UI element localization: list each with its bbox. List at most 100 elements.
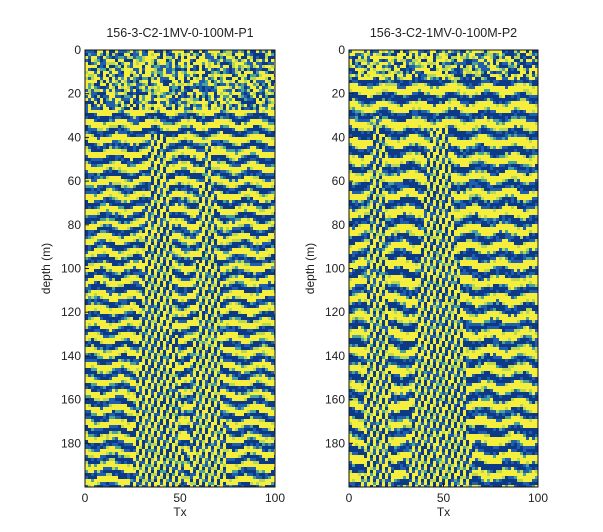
heatmap-cell xyxy=(268,161,271,164)
heatmap-cell xyxy=(208,167,211,170)
heatmap-cell xyxy=(217,221,220,224)
heatmap-cell xyxy=(160,170,163,173)
heatmap-cell xyxy=(214,191,217,194)
heatmap-cell xyxy=(226,188,229,191)
heatmap-cell xyxy=(124,161,127,164)
heatmap-cell xyxy=(220,116,223,119)
heatmap-cell xyxy=(220,110,223,113)
heatmap-cell xyxy=(100,71,103,74)
heatmap-cell xyxy=(178,158,181,161)
heatmap-cell xyxy=(178,119,181,122)
heatmap-cell xyxy=(106,146,109,149)
heatmap-cell xyxy=(184,263,187,266)
heatmap-cell xyxy=(196,218,199,221)
heatmap-cell xyxy=(118,182,121,185)
heatmap-cell xyxy=(127,251,130,254)
heatmap-cell xyxy=(271,137,274,140)
heatmap-cell xyxy=(265,188,268,191)
heatmap-cell xyxy=(130,173,133,176)
heatmap-cell xyxy=(232,146,235,149)
heatmap-cell xyxy=(148,224,151,227)
heatmap-cell xyxy=(106,107,109,110)
heatmap-cell xyxy=(124,68,127,71)
heatmap-cell xyxy=(106,74,109,77)
heatmap-cell xyxy=(223,152,226,155)
heatmap-cell xyxy=(175,239,178,242)
heatmap-cell xyxy=(112,68,115,71)
heatmap-cell xyxy=(103,182,106,185)
heatmap-cell xyxy=(187,182,190,185)
heatmap-cell xyxy=(205,191,208,194)
heatmap-cell xyxy=(268,101,271,104)
heatmap-cell xyxy=(181,230,184,233)
heatmap-cell xyxy=(184,272,187,275)
heatmap-cell xyxy=(181,257,184,260)
heatmap-cell xyxy=(148,215,151,218)
heatmap-cell xyxy=(238,281,241,284)
heatmap-cell xyxy=(214,224,217,227)
heatmap-cell xyxy=(151,122,154,125)
heatmap-cell xyxy=(247,164,250,167)
heatmap-cell xyxy=(109,140,112,143)
heatmap-cell xyxy=(187,107,190,110)
heatmap-cell xyxy=(136,197,139,200)
heatmap-cell xyxy=(250,128,253,131)
heatmap-cell xyxy=(100,80,103,83)
heatmap-cell xyxy=(130,260,133,263)
heatmap-cell xyxy=(157,242,160,245)
heatmap-cell xyxy=(163,194,166,197)
heatmap-cell xyxy=(202,263,205,266)
heatmap-cell xyxy=(163,254,166,257)
heatmap-cell xyxy=(166,242,169,245)
heatmap-cell xyxy=(214,59,217,62)
heatmap-cell xyxy=(250,188,253,191)
heatmap-cell xyxy=(193,278,196,281)
heatmap-cell xyxy=(256,56,259,59)
heatmap-cell xyxy=(184,248,187,251)
heatmap-cell xyxy=(145,281,148,284)
heatmap-cell xyxy=(109,203,112,206)
heatmap-cell xyxy=(241,65,244,68)
heatmap-cell xyxy=(91,185,94,188)
heatmap-cell xyxy=(115,80,118,83)
heatmap-cell xyxy=(112,203,115,206)
heatmap-cell xyxy=(169,272,172,275)
heatmap-cell xyxy=(148,176,151,179)
heatmap-cell xyxy=(163,104,166,107)
heatmap-cell xyxy=(256,158,259,161)
heatmap-cell xyxy=(223,239,226,242)
heatmap-cell xyxy=(154,191,157,194)
heatmap-cell xyxy=(163,62,166,65)
heatmap-cell xyxy=(250,257,253,260)
heatmap-cell xyxy=(100,74,103,77)
heatmap-cell xyxy=(214,95,217,98)
heatmap-cell xyxy=(193,266,196,269)
heatmap-cell xyxy=(178,269,181,272)
heatmap-cell xyxy=(172,221,175,224)
heatmap-cell xyxy=(226,140,229,143)
heatmap-cell xyxy=(124,98,127,101)
heatmap-cell xyxy=(97,140,100,143)
heatmap-cell xyxy=(235,149,238,152)
heatmap-cell xyxy=(202,92,205,95)
heatmap-cell xyxy=(181,269,184,272)
heatmap-cell xyxy=(169,110,172,113)
heatmap-cell xyxy=(238,56,241,59)
heatmap-cell xyxy=(160,188,163,191)
heatmap-cell xyxy=(193,245,196,248)
heatmap-cell xyxy=(256,191,259,194)
heatmap-cell xyxy=(262,233,265,236)
heatmap-cell xyxy=(142,206,145,209)
heatmap-cell xyxy=(235,95,238,98)
heatmap-cell xyxy=(175,170,178,173)
heatmap-cell xyxy=(238,167,241,170)
heatmap-cell xyxy=(235,185,238,188)
heatmap-cell xyxy=(91,173,94,176)
heatmap-cell xyxy=(241,272,244,275)
heatmap-cell xyxy=(94,218,97,221)
heatmap-cell xyxy=(85,146,88,149)
heatmap-cell xyxy=(244,53,247,56)
heatmap-cell xyxy=(196,215,199,218)
heatmap-cell xyxy=(202,203,205,206)
heatmap-cell xyxy=(133,80,136,83)
